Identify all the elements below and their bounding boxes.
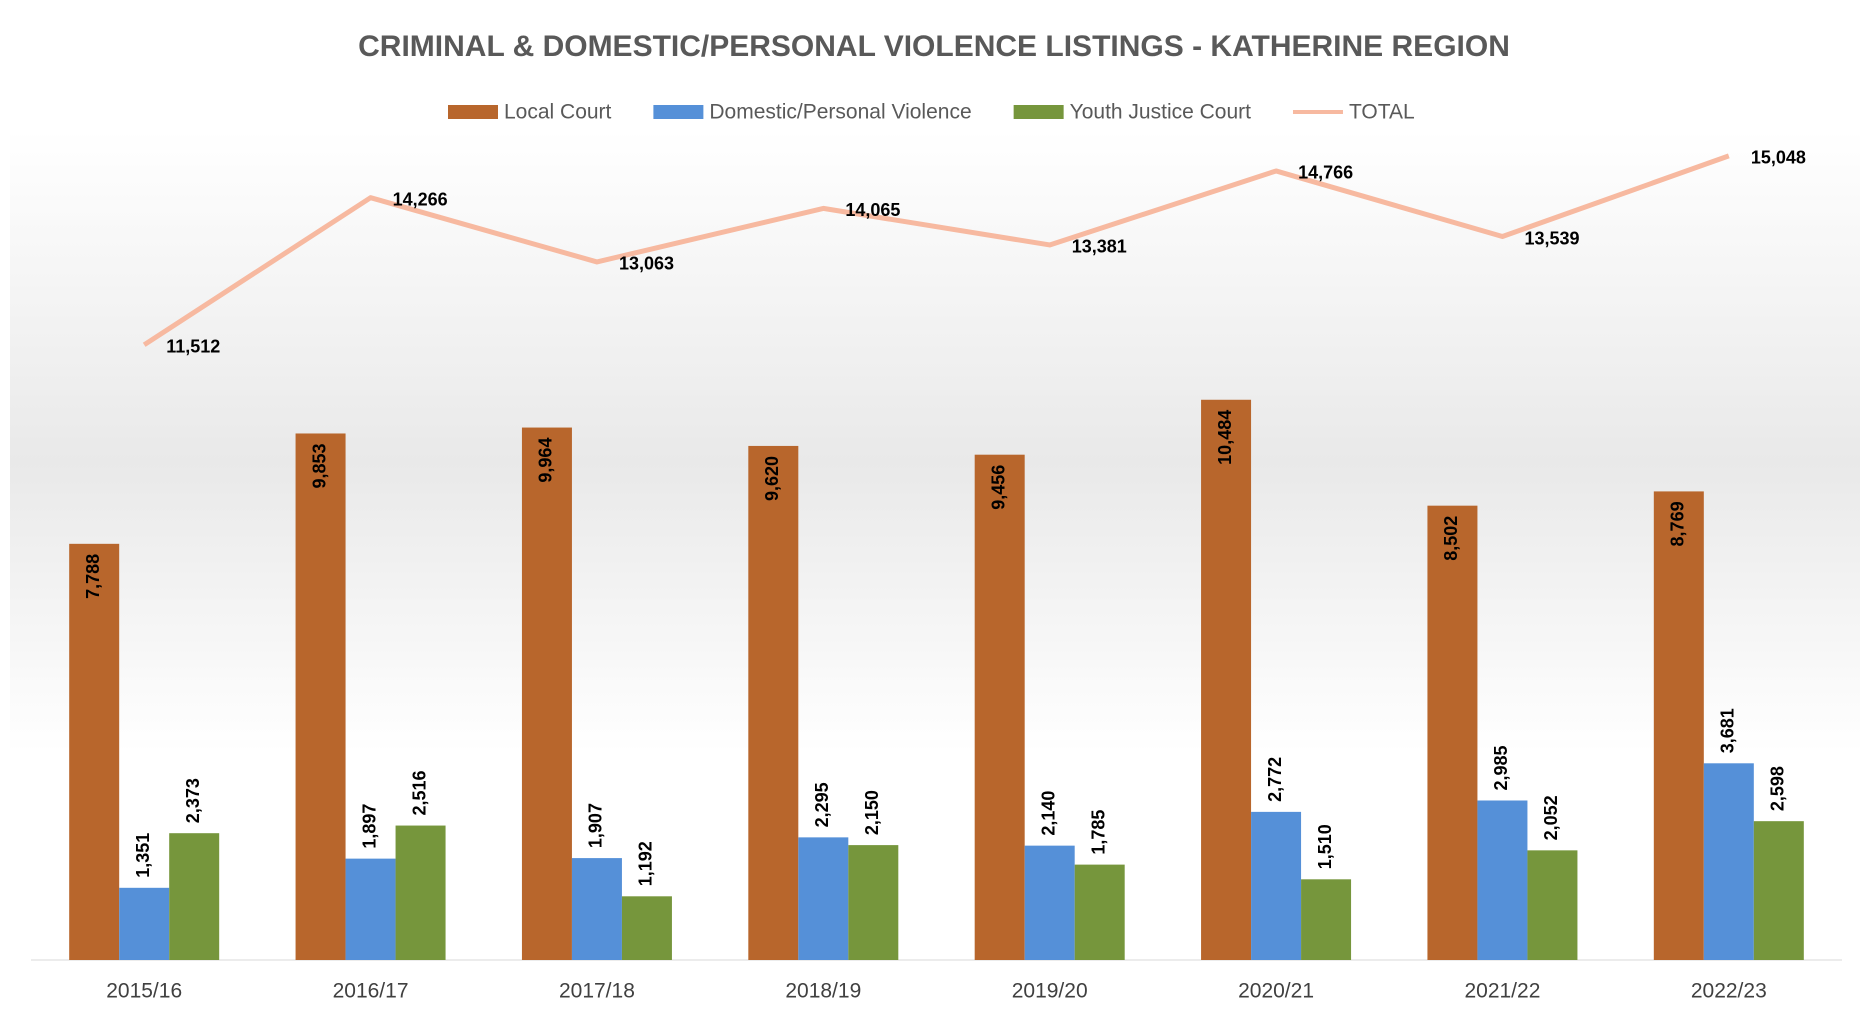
bar [521,427,572,961]
legend-label: Youth Justice Court [1070,101,1251,124]
data-label: 9,620 [762,456,782,501]
legend-swatch [448,105,498,119]
data-label: 9,853 [309,443,329,488]
x-tick-label: 2016/17 [333,980,409,1003]
data-label: 7,788 [83,554,103,599]
bar [1301,879,1352,960]
bar [1074,864,1125,960]
data-label: 13,381 [1072,237,1127,257]
data-label: 2,150 [862,790,882,835]
bar [1527,850,1578,960]
bar [69,543,120,960]
data-label: 15,048 [1751,148,1806,168]
data-label: 9,456 [988,465,1008,510]
bar [295,433,346,960]
bar [1024,845,1075,960]
bar [345,858,396,960]
legend-swatch [653,105,704,119]
x-tick-label: 2015/16 [106,980,182,1003]
bar [571,858,622,960]
data-label: 14,266 [393,189,448,209]
data-label: 1,785 [1088,810,1108,855]
bar [1703,763,1754,960]
bar [1653,491,1704,960]
data-label: 3,681 [1718,708,1738,753]
data-label: 2,516 [409,771,429,816]
bar [1251,811,1302,960]
legend-label: Domestic/Personal Violence [709,101,971,124]
data-label: 8,769 [1668,501,1688,546]
data-label: 13,539 [1524,228,1579,248]
data-label: 1,907 [586,803,606,848]
data-label: 2,772 [1265,757,1285,802]
data-label: 2,598 [1768,766,1788,811]
legend-swatch [1013,105,1064,119]
total-line [142,153,1730,347]
x-tick-label: 2021/22 [1464,980,1540,1003]
data-label: 2,295 [812,782,832,827]
legend: Local Court Domestic/Personal Violence You… [448,101,1415,124]
bar [798,837,849,960]
legend-label: TOTAL [1349,101,1415,124]
data-label: 14,065 [845,200,900,220]
bar [974,454,1025,960]
data-label: 2,373 [183,778,203,823]
chart-title: CRIMINAL & DOMESTIC/PERSONAL VIOLENCE LI… [358,30,1510,63]
x-tick-label: 2019/20 [1012,980,1088,1003]
bar [1753,821,1804,960]
x-tick-label: 2017/18 [559,980,635,1003]
data-label: 1,897 [359,804,379,849]
data-label: 1,510 [1315,824,1335,869]
bar [1201,399,1252,961]
data-label: 2,140 [1038,791,1058,836]
data-label: 8,502 [1441,516,1461,561]
bar [119,887,170,960]
legend-label: Local Court [504,101,612,124]
bar [748,445,799,960]
x-tick-label: 2020/21 [1238,980,1314,1003]
data-label: 2,052 [1541,795,1561,840]
bar [848,845,899,960]
bar [621,896,672,960]
x-tick-label: 2022/23 [1691,980,1767,1003]
data-label: 9,964 [536,438,556,483]
bar [1477,800,1528,960]
data-label: 11,512 [166,337,220,357]
data-label: 10,484 [1215,410,1235,465]
bar [169,833,220,960]
data-label: 13,063 [619,254,674,274]
data-label: 14,766 [1298,163,1353,183]
data-label: 1,192 [636,841,656,886]
bar [1427,505,1478,960]
x-tick-label: 2018/19 [785,980,861,1003]
data-label: 1,351 [133,833,153,878]
bar [395,825,446,960]
data-label: 2,985 [1491,745,1511,790]
